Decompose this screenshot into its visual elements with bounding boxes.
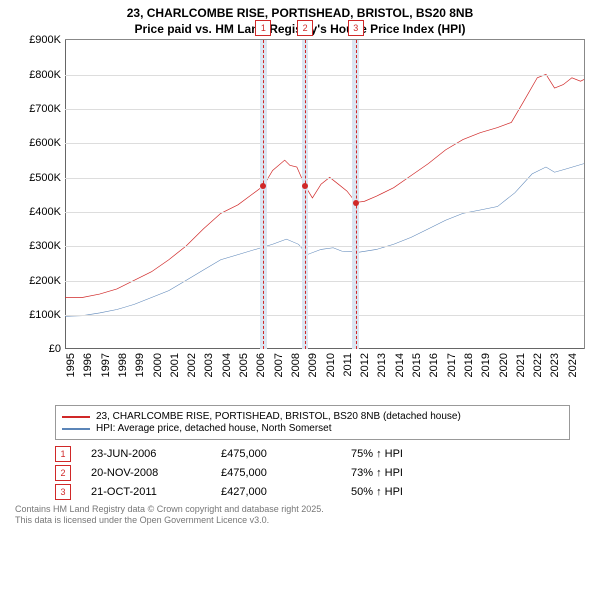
x-tick-label: 2002 (186, 353, 198, 377)
x-tick-label: 2021 (515, 353, 527, 377)
legend-row: 23, CHARLCOMBE RISE, PORTISHEAD, BRISTOL… (62, 411, 563, 422)
gridline-h (65, 315, 584, 316)
x-tick-label: 2020 (498, 353, 510, 377)
gridline-h (65, 246, 584, 247)
x-tick-label: 2015 (411, 353, 423, 377)
chart-area: £0 £100K £200K £300K £400K £500K £600K £700K £80… (15, 39, 590, 399)
x-tick-label: 2016 (428, 353, 440, 377)
y-tick-label: £200K (29, 275, 65, 287)
event-price: £475,000 (221, 467, 351, 479)
event-date: 20-NOV-2008 (91, 467, 221, 479)
x-tick-label: 1998 (117, 353, 129, 377)
y-tick-label: £400K (29, 206, 65, 218)
legend-label: HPI: Average price, detached house, Nort… (96, 423, 332, 434)
event-number-box: 3 (55, 484, 71, 500)
event-row: 1 23-JUN-2006£475,00075% ↑ HPI (55, 446, 570, 462)
line-series-svg (65, 40, 584, 349)
events-table: 1 23-JUN-2006£475,00075% ↑ HPI 2 20-NOV-200… (55, 446, 570, 500)
y-tick-label: £900K (29, 34, 65, 46)
x-tick-label: 2009 (307, 353, 319, 377)
sale-marker-dot (260, 183, 266, 189)
legend: 23, CHARLCOMBE RISE, PORTISHEAD, BRISTOL… (55, 405, 570, 440)
x-tick-label: 1997 (100, 353, 112, 377)
x-tick-label: 2013 (376, 353, 388, 377)
sale-marker-dot (302, 183, 308, 189)
x-tick-label: 2022 (532, 353, 544, 377)
legend-swatch (62, 428, 90, 430)
event-number-box: 2 (55, 465, 71, 481)
y-tick-label: £300K (29, 240, 65, 252)
footer-line-1: Contains HM Land Registry data © Crown c… (15, 504, 585, 515)
event-row: 2 20-NOV-2008£475,00073% ↑ HPI (55, 465, 570, 481)
license-footer: Contains HM Land Registry data © Crown c… (15, 504, 585, 527)
x-tick-label: 2023 (549, 353, 561, 377)
event-price: £475,000 (221, 448, 351, 460)
plot-region: £0£100K£200K£300K£400K£500K£600K£700K£80… (65, 39, 585, 349)
event-number-box: 1 (55, 446, 71, 462)
x-tick-label: 2004 (221, 353, 233, 377)
x-tick-label: 2003 (203, 353, 215, 377)
x-tick-label: 2000 (152, 353, 164, 377)
event-date: 21-OCT-2011 (91, 486, 221, 498)
y-tick-label: £600K (29, 137, 65, 149)
x-tick-label: 2024 (567, 353, 579, 377)
x-tick-label: 2005 (238, 353, 250, 377)
gridline-h (65, 281, 584, 282)
x-tick-label: 2019 (480, 353, 492, 377)
y-tick-label: £0 (49, 343, 65, 355)
event-line (305, 40, 306, 349)
gridline-h (65, 109, 584, 110)
x-tick-label: 2007 (273, 353, 285, 377)
gridline-h (65, 143, 584, 144)
gridline-h (65, 212, 584, 213)
y-tick-label: £100K (29, 309, 65, 321)
x-tick-label: 2011 (342, 353, 354, 377)
legend-swatch (62, 416, 90, 418)
x-tick-label: 1995 (65, 353, 77, 377)
sale-marker-dot (353, 200, 359, 206)
x-tick-label: 1996 (82, 353, 94, 377)
gridline-h (65, 178, 584, 179)
x-tick-label: 1999 (134, 353, 146, 377)
event-price: £427,000 (221, 486, 351, 498)
x-tick-label: 2014 (394, 353, 406, 377)
event-marker-box: 3 (348, 20, 364, 36)
x-tick-label: 2018 (463, 353, 475, 377)
x-tick-label: 2008 (290, 353, 302, 377)
legend-row: HPI: Average price, detached house, Nort… (62, 423, 563, 434)
y-tick-label: £500K (29, 172, 65, 184)
x-tick-label: 2017 (446, 353, 458, 377)
x-tick-label: 2010 (325, 353, 337, 377)
event-marker-box: 1 (255, 20, 271, 36)
footer-line-2: This data is licensed under the Open Gov… (15, 515, 585, 526)
series-hpi (65, 164, 584, 317)
event-row: 3 21-OCT-2011£427,00050% ↑ HPI (55, 484, 570, 500)
x-tick-label: 2012 (359, 353, 371, 377)
gridline-h (65, 75, 584, 76)
event-hpi: 75% ↑ HPI (351, 448, 471, 460)
legend-label: 23, CHARLCOMBE RISE, PORTISHEAD, BRISTOL… (96, 411, 461, 422)
event-hpi: 73% ↑ HPI (351, 467, 471, 479)
y-tick-label: £700K (29, 103, 65, 115)
event-hpi: 50% ↑ HPI (351, 486, 471, 498)
y-tick-label: £800K (29, 69, 65, 81)
event-date: 23-JUN-2006 (91, 448, 221, 460)
x-tick-label: 2006 (255, 353, 267, 377)
event-marker-box: 2 (297, 20, 313, 36)
event-line (356, 40, 357, 349)
chart-container: { "title_line1": "23, CHARLCOMBE RISE, P… (0, 0, 600, 590)
x-tick-label: 2001 (169, 353, 181, 377)
event-line (263, 40, 264, 349)
